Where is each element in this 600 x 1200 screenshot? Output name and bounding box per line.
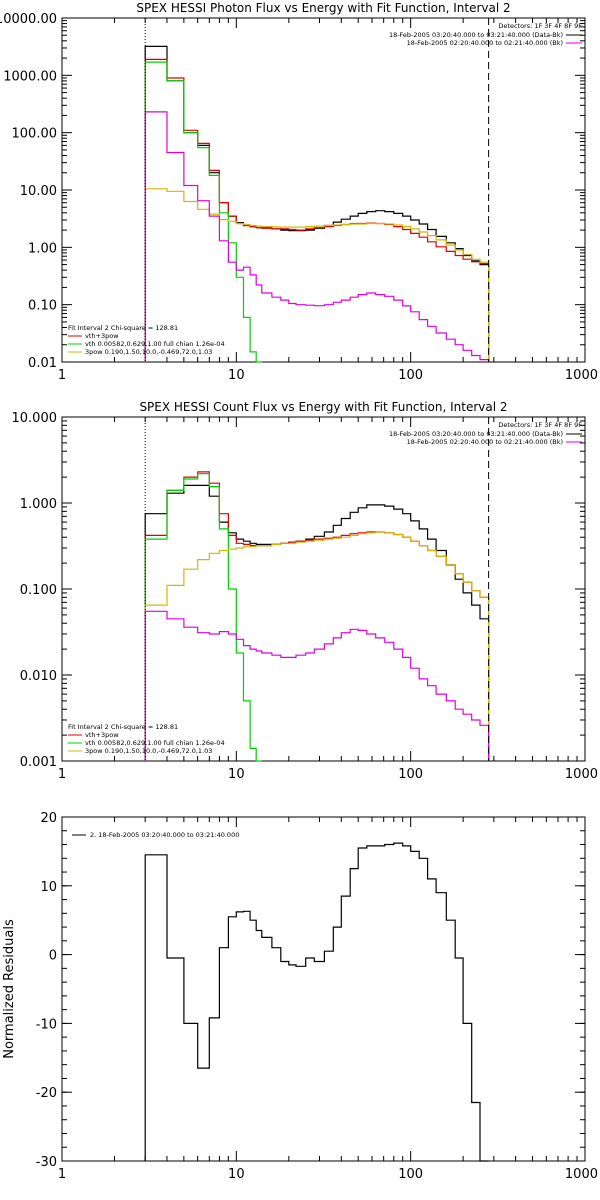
legend-detectors: Detectors: 1F 3F 4F 8F 9F [498, 22, 582, 30]
legend-entry: 3pow 0.190,1.50,10.0,-0.469,72.0,1.03 [85, 747, 212, 755]
legend-fit-header: Fit Interval 2 Chi-square = 128.81 [68, 723, 178, 731]
x-tick-label: 100 [398, 767, 423, 782]
x-tick-label: 1 [58, 767, 66, 782]
legend-fit-header: Fit Interval 2 Chi-square = 128.81 [68, 324, 178, 332]
legend-entry: vth 0.00582,0.629,1.00 full chian 1.26e-… [85, 739, 225, 747]
series-0-line [144, 45, 490, 362]
x-tick-label: 1 [58, 1167, 66, 1182]
legend-entry: 2. 18-Feb-2005 03:20:40.000 to 03:21:40.… [90, 831, 239, 839]
y-tick-label: 20 [40, 811, 57, 826]
y-tick-label: -10 [36, 1017, 57, 1032]
chart-title: SPEX HESSI Count Flux vs Energy with Fit… [139, 400, 507, 414]
series-1-line [144, 471, 490, 761]
x-tick-label: 10 [228, 767, 245, 782]
series-2-line [144, 473, 262, 762]
series-2-line [144, 61, 262, 363]
y-tick-label: 1000.00 [3, 69, 57, 84]
x-tick-label: 1 [58, 368, 66, 383]
y-tick-label: 1.00 [28, 241, 57, 256]
x-tick-label: 1000 [565, 767, 598, 782]
count-flux-panel: SPEX HESSI Count Flux vs Energy with Fit… [12, 400, 599, 782]
y-tick-label: 10 [40, 880, 57, 895]
x-tick-label: 1000 [565, 1167, 598, 1182]
photon-flux-panel: SPEX HESSI Photon Flux vs Energy with Fi… [0, 1, 598, 383]
y-axis-label: Normalized Residuals [2, 919, 17, 1059]
series-0-line [144, 484, 490, 761]
legend-entry: 18-Feb-2005 03:20:40.000 to 03:21:40.000… [389, 430, 563, 438]
residuals-panel: 1 10 100 1000 -30 -20 -10 0 10 20 Normalized Resid… [2, 811, 598, 1182]
y-tick-label: 100.00 [12, 127, 58, 142]
plot-frame [61, 816, 586, 1162]
series-3-line [144, 531, 490, 761]
y-tick-label: -30 [36, 1155, 57, 1170]
legend-entry: 3pow 0.190,1.50,10.0,-0.469,72.0,1.03 [85, 348, 212, 356]
y-tick-label: 10000.00 [0, 12, 57, 27]
series-3-line [144, 188, 490, 362]
x-tick-label: 100 [398, 368, 423, 383]
y-tick-label: -20 [36, 1086, 57, 1101]
x-tick-label: 1000 [565, 368, 598, 383]
series-1-line [144, 58, 490, 362]
chart-title: SPEX HESSI Photon Flux vs Energy with Fi… [136, 1, 510, 15]
plot-frame [61, 17, 586, 363]
legend-entry: 18-Feb-2005 02:20:40.000 to 02:21:40.000… [407, 39, 563, 47]
x-tick-label: 10 [228, 1167, 245, 1182]
y-tick-label: 10.00 [20, 184, 57, 199]
series-4-line [144, 111, 490, 362]
y-tick-label: 10.000 [12, 411, 58, 426]
y-tick-label: 0.001 [20, 755, 57, 770]
plot-frame [61, 416, 586, 762]
legend-detectors: Detectors: 1F 3F 4F 8F 9F [498, 421, 582, 429]
legend-entry: 18-Feb-2005 02:20:40.000 to 02:21:40.000… [407, 438, 563, 446]
x-tick-label: 10 [228, 368, 245, 383]
legend-entry: 18-Feb-2005 03:20:40.000 to 03:21:40.000… [389, 31, 563, 39]
legend-entry: vth 0.00582,0.629,1.00 full chian 1.26e-… [85, 340, 225, 348]
legend-entry: vth+3pow [85, 332, 119, 340]
y-tick-label: 0.01 [28, 356, 57, 371]
y-tick-label: 1.000 [20, 497, 57, 512]
y-tick-label: 0.10 [28, 299, 57, 314]
y-tick-label: 0.010 [20, 669, 57, 684]
y-tick-label: 0.100 [20, 583, 57, 598]
x-tick-label: 100 [398, 1167, 423, 1182]
series-0-line [144, 842, 489, 1162]
series-4-line [144, 610, 490, 761]
y-tick-label: 0 [49, 949, 57, 964]
legend-entry: vth+3pow [85, 731, 119, 739]
